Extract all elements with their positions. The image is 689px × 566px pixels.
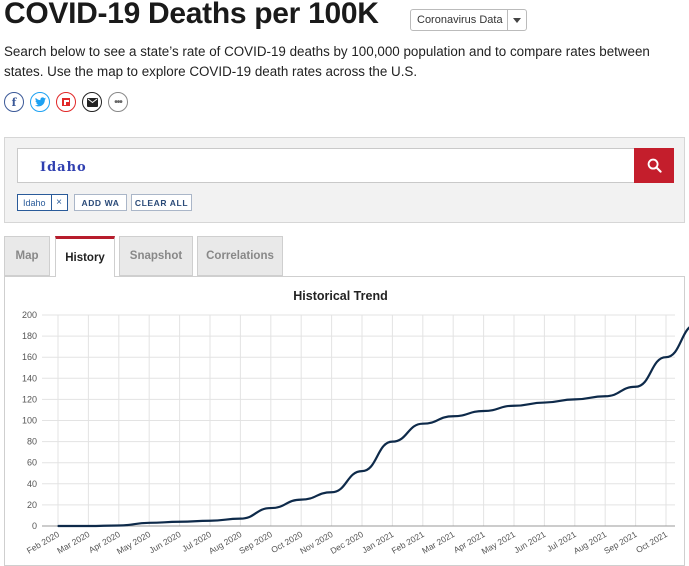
y-tick-label: 100 — [22, 416, 37, 426]
chart-title: Historical Trend — [293, 289, 388, 303]
x-tick-label: Jun 2020 — [147, 529, 183, 555]
y-tick-label: 180 — [22, 331, 37, 341]
y-tick-label: 80 — [27, 437, 37, 447]
data-point — [634, 385, 637, 388]
tab-correlations[interactable]: Correlations — [197, 236, 283, 276]
data-point — [300, 498, 303, 501]
clear-all-button[interactable]: CLEAR ALL — [131, 194, 192, 211]
x-tick-label: Dec 2020 — [328, 529, 365, 556]
x-tick-label: Nov 2020 — [298, 529, 335, 556]
selected-state-chip: Idaho × — [17, 194, 68, 211]
category-select[interactable]: Coronavirus Data — [410, 9, 527, 31]
page-description: Search below to see a state’s rate of CO… — [4, 44, 650, 79]
x-tick-label: Aug 2020 — [207, 529, 244, 556]
facebook-icon[interactable]: f — [4, 92, 24, 112]
category-select-value: Coronavirus Data — [417, 14, 503, 26]
data-point — [391, 440, 394, 443]
x-tick-label: Feb 2020 — [25, 529, 61, 556]
data-point — [239, 517, 242, 520]
search-button[interactable] — [634, 148, 674, 183]
x-tick-label: Mar 2021 — [420, 529, 456, 556]
y-tick-label: 120 — [22, 394, 37, 404]
data-point — [422, 422, 424, 425]
x-tick-label: May 2021 — [480, 529, 518, 556]
flipboard-icon[interactable] — [56, 92, 76, 112]
data-point — [118, 524, 120, 527]
data-point — [604, 395, 606, 398]
tab-history[interactable]: History — [55, 236, 115, 277]
y-tick-label: 40 — [27, 479, 37, 489]
add-state-button[interactable]: ADD WA — [74, 194, 127, 211]
y-tick-label: 200 — [22, 310, 37, 320]
search-box — [17, 148, 635, 183]
x-tick-label: Jan 2021 — [360, 529, 396, 555]
data-point — [574, 398, 576, 401]
x-tick-label: May 2020 — [115, 529, 153, 556]
x-tick-label: Oct 2021 — [634, 529, 669, 555]
data-point — [513, 404, 515, 407]
search-input[interactable] — [38, 155, 542, 179]
search-icon — [647, 158, 662, 173]
y-tick-label: 160 — [22, 352, 37, 362]
y-tick-label: 60 — [27, 458, 37, 468]
x-tick-label: Sep 2021 — [602, 529, 639, 556]
data-point — [270, 507, 272, 509]
tab-snapshot[interactable]: Snapshot — [119, 236, 193, 276]
data-point — [178, 520, 181, 523]
twitter-icon[interactable] — [30, 92, 50, 112]
data-point — [330, 491, 333, 494]
chip-label: Idaho — [23, 197, 46, 208]
x-tick-label: Feb 2021 — [390, 529, 426, 556]
chevron-down-icon[interactable] — [507, 10, 526, 30]
tab-map[interactable]: Map — [4, 236, 50, 276]
chip-remove-icon[interactable]: × — [50, 195, 67, 210]
email-icon[interactable] — [82, 92, 102, 112]
data-point — [482, 410, 485, 412]
x-tick-label: Aug 2021 — [572, 529, 609, 556]
more-icon[interactable]: ••• — [108, 92, 128, 112]
data-point — [543, 401, 546, 404]
data-point — [452, 415, 455, 418]
x-tick-label: Jun 2021 — [512, 529, 548, 555]
share-bar: f ••• — [4, 92, 128, 112]
data-point — [148, 522, 150, 524]
search-panel: Idaho × ADD WA CLEAR ALL — [4, 137, 685, 223]
x-tick-label: Sep 2020 — [237, 529, 274, 556]
y-tick-label: 20 — [27, 500, 37, 510]
data-point — [665, 356, 667, 359]
page-title: COVID-19 Deaths per 100K — [4, 0, 379, 30]
data-point — [57, 525, 59, 527]
y-tick-label: 0 — [32, 521, 37, 531]
data-point — [87, 525, 90, 527]
series-line — [58, 326, 689, 528]
y-tick-label: 140 — [22, 373, 37, 383]
data-point — [209, 519, 211, 522]
x-tick-label: Mar 2020 — [55, 529, 91, 556]
data-point — [361, 470, 363, 472]
